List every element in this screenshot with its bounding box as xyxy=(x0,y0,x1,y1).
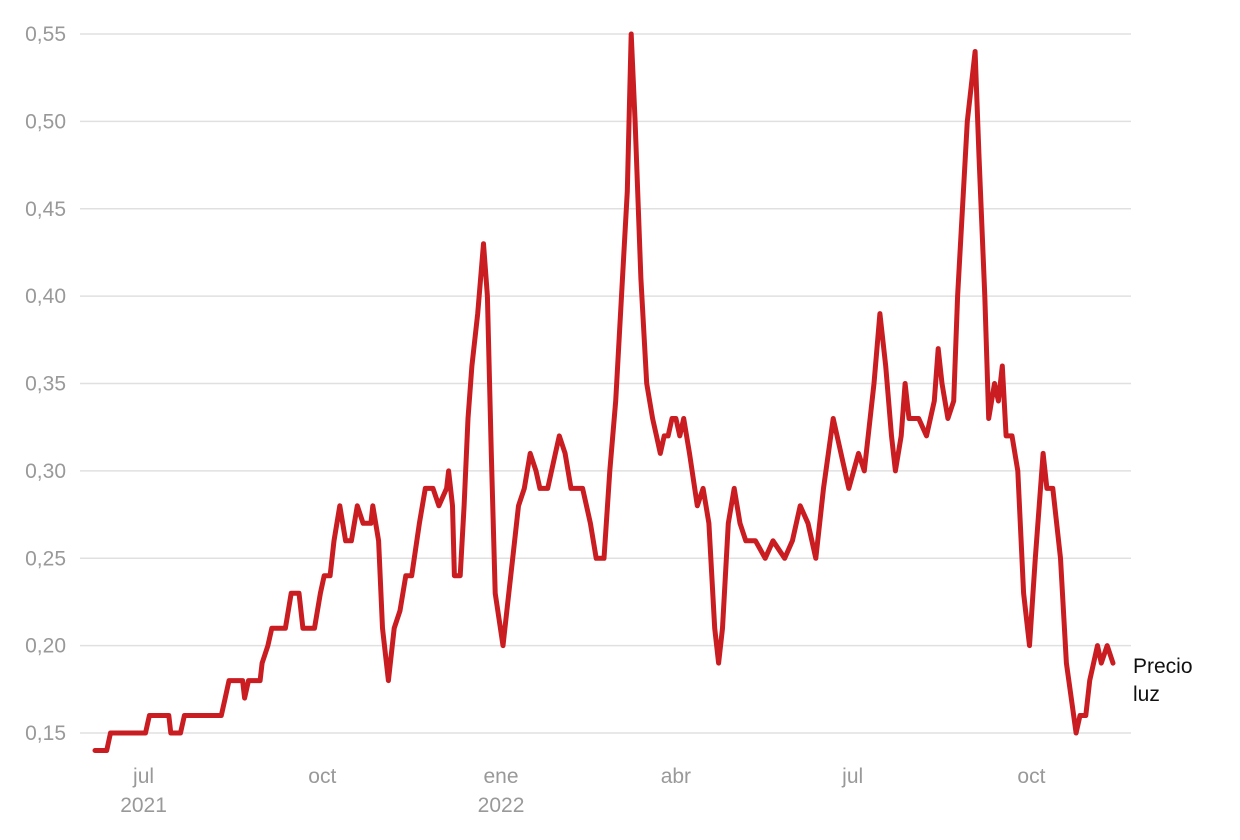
y-tick-label: 0,30 xyxy=(25,460,66,483)
y-tick-label: 0,35 xyxy=(25,373,66,396)
x-tick-label: jul xyxy=(841,765,863,788)
y-tick-label: 0,55 xyxy=(25,23,66,46)
x-tick-label: abr xyxy=(661,765,691,788)
line xyxy=(92,31,1116,753)
y-tick-label: 0,15 xyxy=(25,722,66,745)
y-tick-label: 0,40 xyxy=(25,285,66,308)
y-tick-label: 0,45 xyxy=(25,198,66,221)
y-tick-label: 0,50 xyxy=(25,110,66,133)
x-tick-label: jul 2021 xyxy=(120,765,167,817)
y-tick-label: 0,25 xyxy=(25,547,66,570)
x-tick-label: ene 2022 xyxy=(478,765,525,817)
y-tick-label: 0,20 xyxy=(25,635,66,658)
series-label: Precio luz xyxy=(1133,655,1193,706)
x-tick-label: oct xyxy=(308,765,336,788)
x-tick-label: oct xyxy=(1017,765,1045,788)
